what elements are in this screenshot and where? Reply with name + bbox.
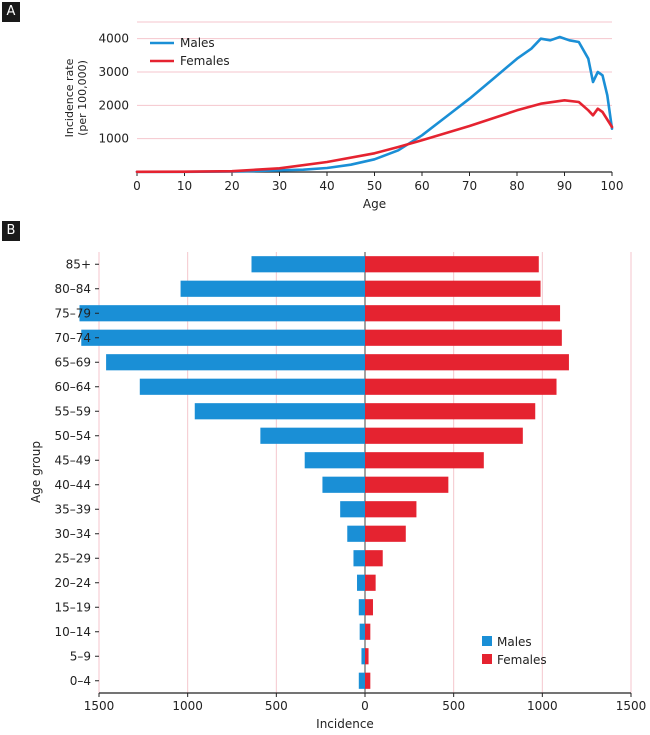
- x-tick-label: 30: [272, 179, 287, 193]
- bar-males: [322, 476, 365, 493]
- x-tick-label: 50: [367, 179, 382, 193]
- bar-females: [365, 648, 369, 665]
- x-tick-label: 40: [319, 179, 334, 193]
- x-tick-label: 80: [509, 179, 524, 193]
- y-tick-label: 3000: [98, 65, 129, 79]
- y-tick-label: 40–44: [54, 478, 91, 492]
- y-tick-label: 4000: [98, 32, 129, 46]
- y-tick-label: 10–14: [54, 625, 91, 639]
- bar-males: [106, 354, 366, 371]
- y-tick-label: 60–64: [54, 380, 91, 394]
- legend-label-females: Females: [180, 54, 230, 68]
- bar-males: [79, 305, 365, 322]
- y-tick-label: 35–39: [54, 502, 91, 516]
- x-tick-label: 20: [224, 179, 239, 193]
- legend-label-males: Males: [180, 36, 215, 50]
- bar-males: [139, 378, 365, 395]
- x-tick-label: 1500: [616, 699, 647, 713]
- bar-females: [365, 354, 569, 371]
- x-axis-label: Incidence: [316, 717, 374, 731]
- y-tick-label: 45–49: [54, 453, 91, 467]
- bar-females: [365, 427, 523, 444]
- legend-swatch-males: [482, 636, 492, 646]
- x-tick-label: 0: [361, 699, 369, 713]
- bar-females: [365, 550, 383, 567]
- bar-females: [365, 599, 373, 616]
- y-tick-label: 15–19: [54, 600, 91, 614]
- bar-females: [365, 256, 539, 273]
- x-tick-label: 1000: [527, 699, 558, 713]
- bar-males: [194, 403, 365, 420]
- bar-males: [251, 256, 365, 273]
- y-tick-label: 20–24: [54, 576, 91, 590]
- panel-a-label: A: [2, 2, 20, 22]
- x-tick-label: 60: [414, 179, 429, 193]
- y-axis-label: Age group: [29, 441, 43, 503]
- bar-males: [340, 501, 365, 518]
- y-tick-label: 80–84: [54, 282, 91, 296]
- y-tick-label: 50–54: [54, 429, 91, 443]
- bar-males: [361, 648, 365, 665]
- chart-a-line-chart: 0 10 20 30 40 50 60 70 80 90 100 1000 2000 3000 4000 Ag…: [63, 21, 624, 211]
- bar-males: [180, 280, 365, 297]
- x-tick-label: 70: [462, 179, 477, 193]
- y-axis-label-line1: Incidence rate: [63, 58, 76, 137]
- bar-females: [365, 305, 561, 322]
- x-tick-label: 500: [442, 699, 465, 713]
- y-tick-label: 30–34: [54, 527, 91, 541]
- panel-b-label: B: [2, 221, 20, 241]
- x-tick-label: 500: [265, 699, 288, 713]
- bar-females: [365, 574, 376, 591]
- bar-males: [358, 672, 365, 689]
- bar-females: [365, 280, 541, 297]
- bar-males: [347, 525, 365, 542]
- series-line-females: [135, 99, 614, 174]
- bar-males: [359, 623, 365, 640]
- x-tick-label: 90: [557, 179, 572, 193]
- x-tick-label: 10: [177, 179, 192, 193]
- y-tick-label: 85+: [66, 257, 91, 271]
- y-tick-label: 75–79: [54, 306, 91, 320]
- bar-males: [358, 599, 365, 616]
- x-tick-label: 100: [601, 179, 624, 193]
- y-tick-label: 0–4: [70, 674, 91, 688]
- x-tick-label: 1000: [172, 699, 203, 713]
- y-axis-label-line2: (per 100,000): [76, 60, 89, 136]
- y-tick-label: 1000: [98, 132, 129, 146]
- x-tick-label: 0: [133, 179, 141, 193]
- y-tick-label: 55–59: [54, 404, 91, 418]
- bar-females: [365, 452, 484, 469]
- bar-males: [81, 329, 366, 346]
- y-tick-label: 70–74: [54, 331, 91, 345]
- bar-males: [260, 427, 365, 444]
- x-axis-label: Age: [363, 197, 386, 211]
- y-tick-label: 2000: [98, 98, 129, 112]
- bar-females: [365, 501, 417, 518]
- bar-males: [353, 550, 365, 567]
- bar-females: [365, 403, 536, 420]
- bar-females: [365, 329, 562, 346]
- bar-males: [357, 574, 365, 591]
- legend-swatch-females: [482, 654, 492, 664]
- bar-females: [365, 476, 449, 493]
- legend-label-males: Males: [497, 635, 532, 649]
- y-tick-label: 25–29: [54, 551, 91, 565]
- bar-females: [365, 378, 557, 395]
- y-tick-label: 5–9: [70, 649, 91, 663]
- y-tick-label: 65–69: [54, 355, 91, 369]
- bar-males: [304, 452, 365, 469]
- x-tick-label: 1500: [84, 699, 115, 713]
- legend-label-females: Females: [497, 653, 547, 667]
- bar-females: [365, 623, 371, 640]
- series-line-males: [135, 35, 614, 174]
- bar-females: [365, 525, 406, 542]
- bar-females: [365, 672, 371, 689]
